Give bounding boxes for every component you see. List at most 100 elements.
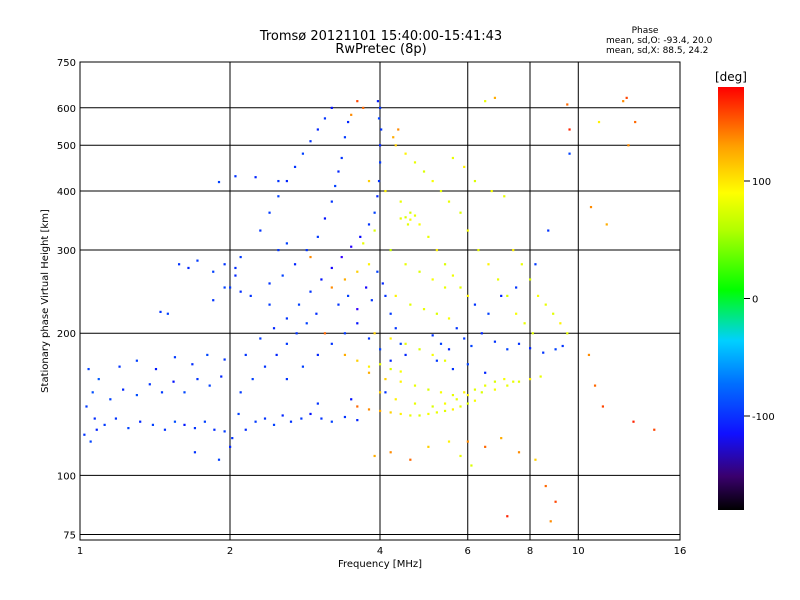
data-point <box>568 128 571 131</box>
data-point <box>281 274 284 277</box>
data-point <box>316 353 319 357</box>
data-point <box>506 384 509 387</box>
data-point <box>223 286 226 289</box>
data-point <box>439 391 443 394</box>
data-point <box>83 433 86 436</box>
data-point <box>539 375 542 378</box>
data-point <box>466 440 469 443</box>
x-tick-label: 1 <box>77 546 83 557</box>
data-point <box>206 353 209 357</box>
data-point <box>97 377 100 381</box>
data-point <box>384 189 387 193</box>
data-point <box>473 179 477 183</box>
data-point <box>427 388 430 391</box>
data-point <box>196 377 199 381</box>
y-tick-label: 75 <box>63 530 76 541</box>
data-point <box>203 420 206 423</box>
data-point <box>470 464 473 467</box>
data-point <box>285 317 288 320</box>
data-point <box>517 342 521 345</box>
data-point <box>473 303 477 306</box>
data-point <box>373 332 376 335</box>
data-point <box>493 380 497 383</box>
x-axis-ticks: 1 2 4 6 8 10 16 <box>77 546 687 557</box>
data-point <box>268 282 271 285</box>
data-point <box>443 263 447 266</box>
data-point <box>443 409 447 413</box>
data-point <box>447 200 451 203</box>
data-point <box>379 409 382 413</box>
data-point <box>512 380 515 383</box>
data-point <box>399 370 402 373</box>
data-point <box>277 195 280 198</box>
data-point <box>389 411 392 414</box>
data-point <box>244 428 247 431</box>
phase-stats-heading: Phase <box>632 26 659 36</box>
data-point <box>301 365 305 368</box>
data-point <box>191 363 194 366</box>
data-point <box>500 294 503 297</box>
x-tick-label: 4 <box>377 546 383 557</box>
data-point <box>409 303 412 306</box>
data-point <box>542 351 545 354</box>
data-point <box>285 179 288 183</box>
data-point <box>463 391 466 394</box>
data-point <box>330 266 333 270</box>
data-point <box>268 303 271 306</box>
x-tick-label: 10 <box>572 546 585 557</box>
data-point <box>418 223 421 226</box>
x-tick-label: 16 <box>674 546 687 557</box>
data-point <box>384 391 387 394</box>
data-point <box>177 263 181 266</box>
y-axis-ticks: 75 100 200 300 400 500 600 750 <box>57 58 76 541</box>
data-point <box>154 367 158 371</box>
data-point <box>376 195 379 198</box>
data-point <box>459 286 462 289</box>
data-point <box>159 310 162 313</box>
data-point <box>389 359 392 362</box>
chart-title: Tromsø 20121101 15:40:00-15:41:43 <box>259 29 502 44</box>
data-point <box>529 347 532 350</box>
data-point <box>587 353 591 357</box>
data-point <box>627 144 630 147</box>
data-point <box>239 391 242 394</box>
data-point <box>534 263 537 266</box>
data-point <box>309 255 312 259</box>
data-point <box>272 423 276 426</box>
data-point <box>309 290 312 293</box>
data-point <box>323 217 327 220</box>
data-point <box>223 358 226 361</box>
data-point <box>229 445 232 448</box>
data-point <box>376 100 380 103</box>
data-point <box>196 259 199 262</box>
plot-area <box>79 61 681 541</box>
data-point <box>459 454 462 458</box>
data-point <box>356 419 359 422</box>
data-point <box>285 342 288 345</box>
data-point <box>293 263 297 266</box>
data-point <box>466 402 469 405</box>
data-point <box>459 405 462 408</box>
x-axis-label: Frequency [MHz] <box>338 559 422 570</box>
data-point <box>404 263 407 266</box>
data-point <box>418 348 421 351</box>
data-point <box>389 312 392 315</box>
data-point <box>397 128 400 131</box>
data-point <box>217 180 221 184</box>
data-point <box>295 332 298 335</box>
data-point <box>334 184 337 188</box>
data-point <box>239 290 242 293</box>
data-point <box>409 414 412 417</box>
data-point <box>95 428 98 431</box>
data-point <box>477 249 480 252</box>
data-point <box>534 458 537 461</box>
data-point <box>127 427 130 430</box>
data-point <box>309 140 312 143</box>
data-point <box>323 117 327 120</box>
colorbar-ticks: 100 0 -100 <box>744 177 775 423</box>
data-point <box>356 270 359 273</box>
data-point <box>517 451 521 454</box>
data-point <box>466 229 469 232</box>
data-point <box>289 420 293 423</box>
data-point <box>217 458 221 461</box>
